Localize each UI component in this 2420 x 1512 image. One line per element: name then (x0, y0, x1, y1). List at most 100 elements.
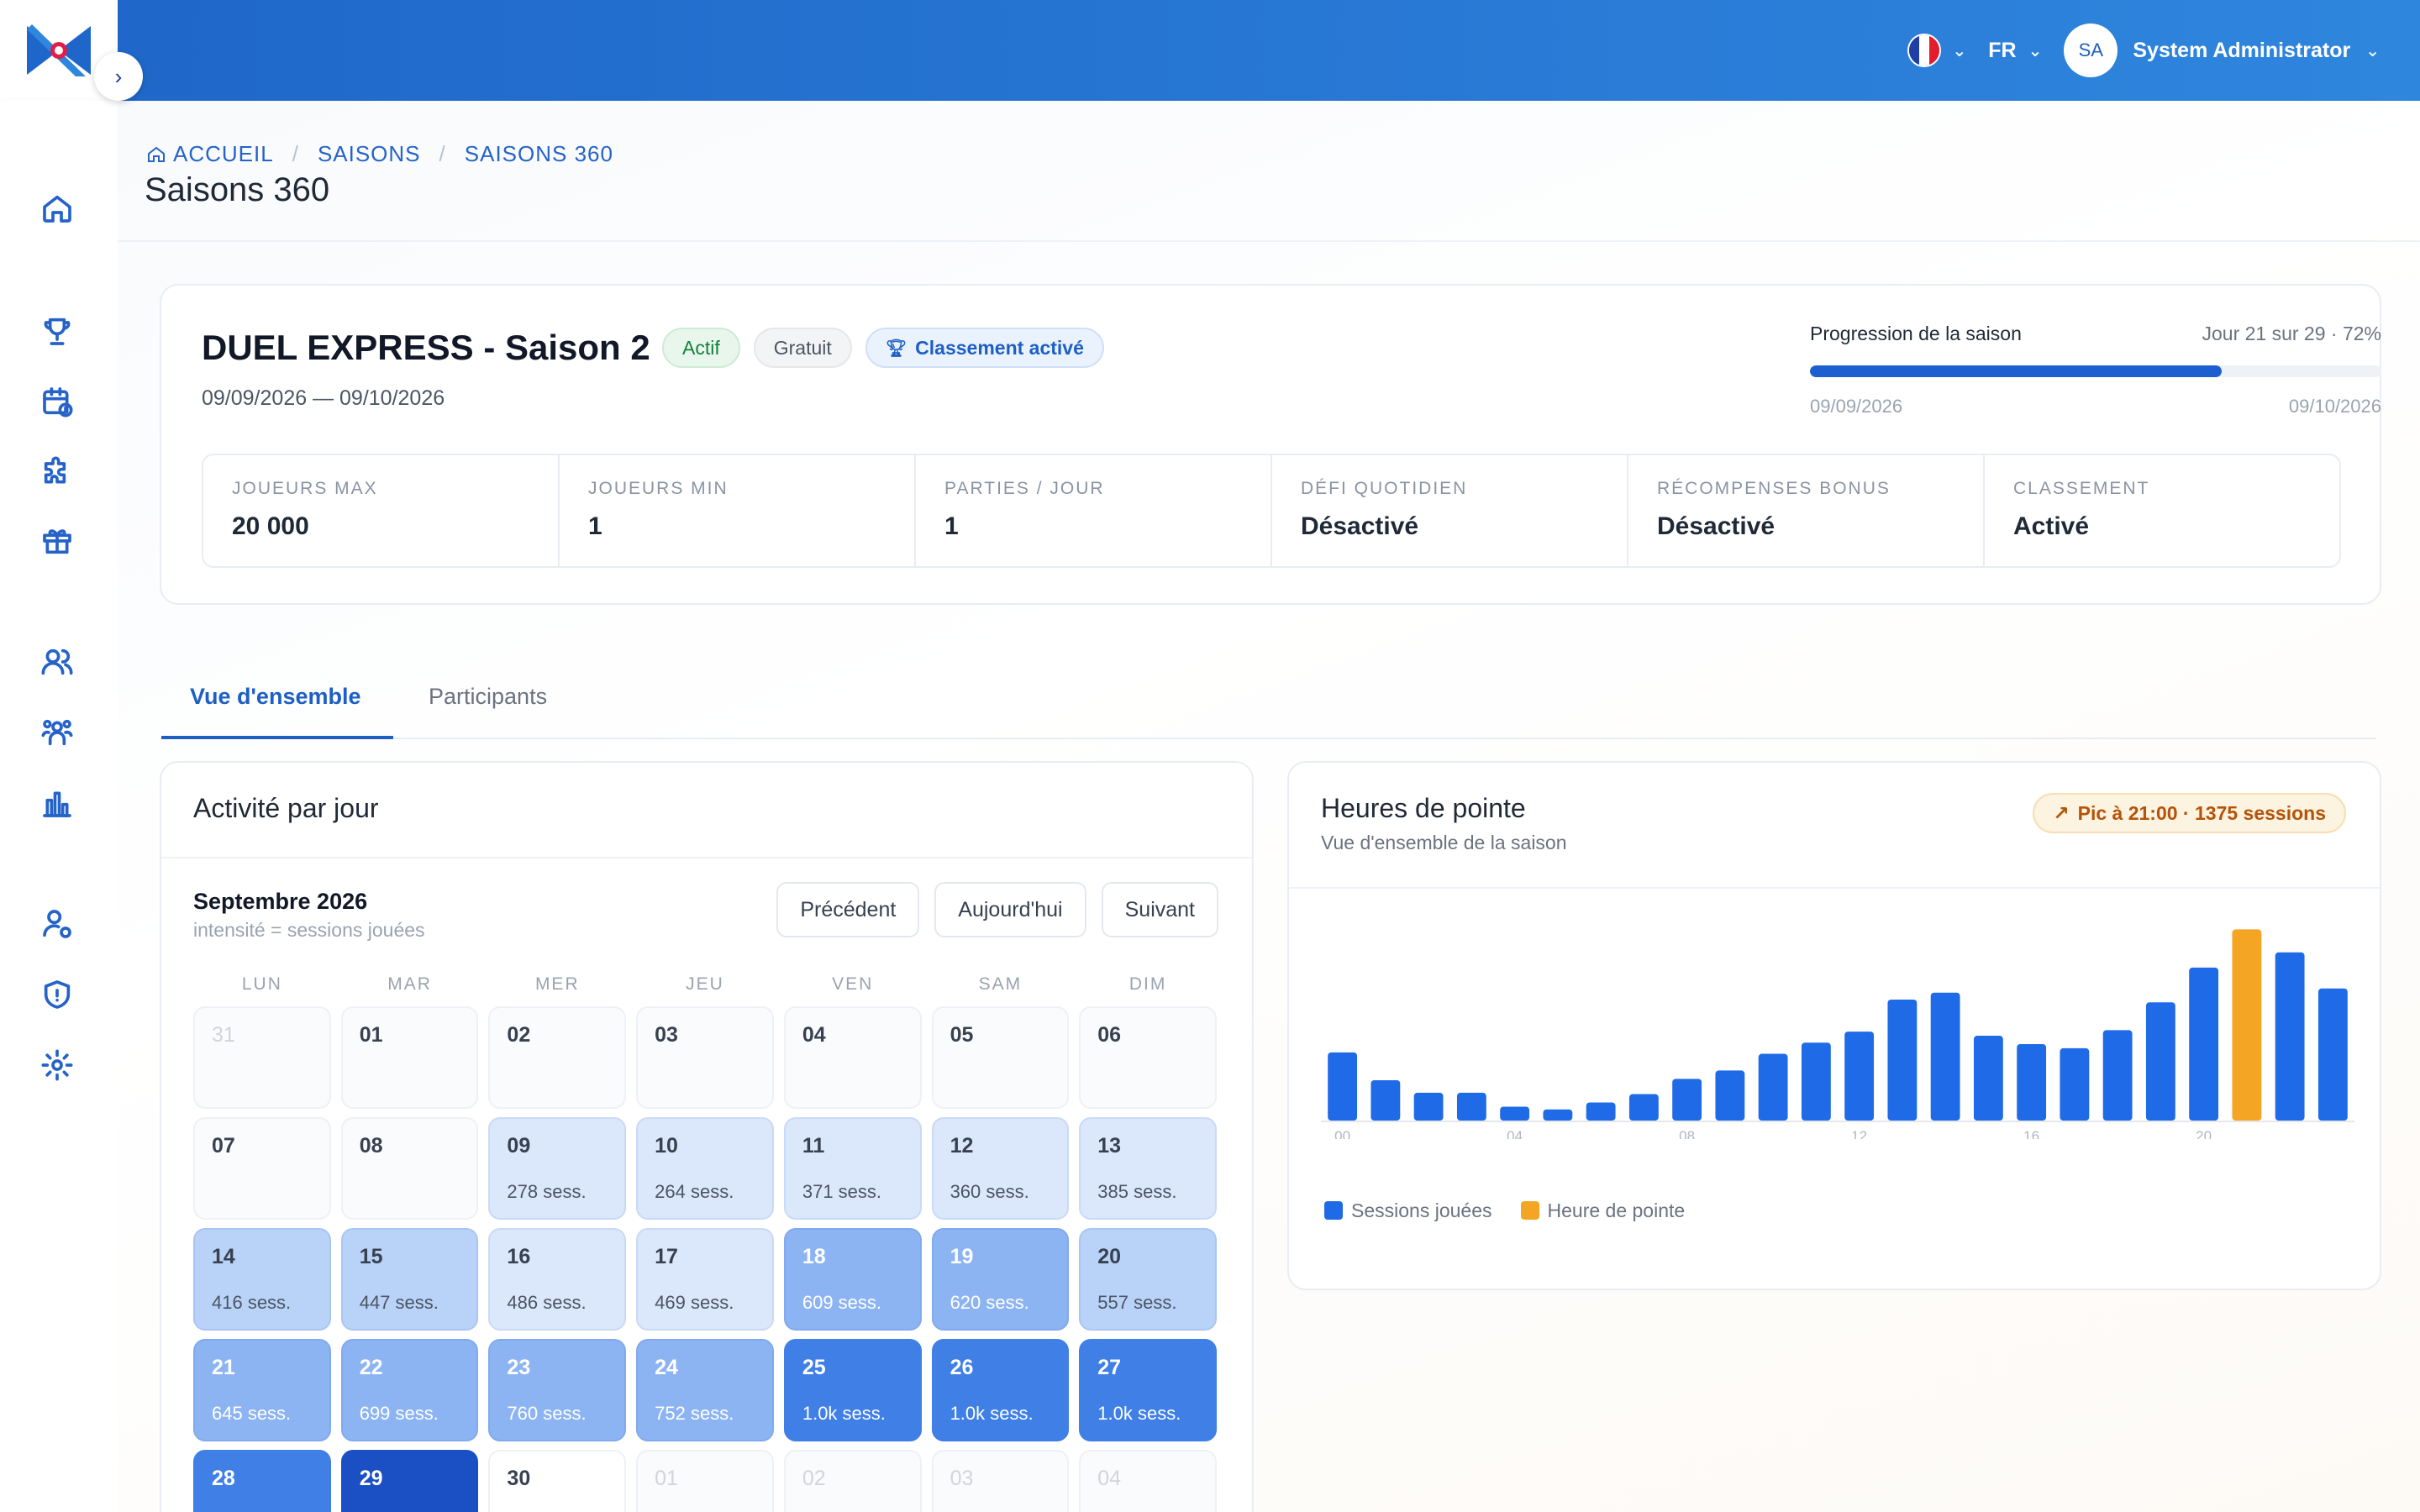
calendar-day[interactable]: 09 278 sess. (488, 1117, 627, 1220)
sidebar-item-security[interactable] (39, 976, 76, 1013)
calendar-month: Septembre 2026 (193, 889, 368, 914)
trophy-icon (44, 318, 71, 345)
calendar-day[interactable]: 17 469 sess. (636, 1228, 774, 1331)
day-number: 18 (802, 1245, 826, 1268)
calendar-day[interactable]: 16 486 sess. (488, 1228, 627, 1331)
weekday-label: MAR (387, 974, 432, 994)
legend-label-sessions: Sessions jouées (1351, 1200, 1492, 1221)
sessions-bar[interactable] (1456, 1092, 1486, 1121)
sidebar-item-trophies[interactable] (39, 312, 76, 349)
price-badge: Gratuit (753, 328, 852, 368)
sessions-bar[interactable] (1413, 1092, 1444, 1121)
sidebar-item-puzzles[interactable] (39, 454, 76, 491)
sessions-bar[interactable] (2060, 1047, 2090, 1121)
sessions-bar[interactable] (1628, 1094, 1659, 1121)
previous-button[interactable]: Précédent (776, 882, 920, 937)
calendar-day[interactable]: 10 264 sess. (636, 1117, 774, 1220)
calendar-day[interactable]: 19 620 sess. (931, 1228, 1070, 1331)
breadcrumb-home[interactable]: ACCUEIL (146, 141, 274, 167)
sessions-bar[interactable] (1844, 1032, 1875, 1121)
stat-item: PARTIES / JOUR 1 (916, 455, 1272, 566)
legend-label-peak: Heure de pointe (1547, 1200, 1686, 1221)
calendar-day[interactable]: 20 557 sess. (1079, 1228, 1217, 1331)
today-button[interactable]: Aujourd'hui (934, 882, 1086, 937)
sessions-bar[interactable] (1930, 992, 1960, 1121)
calendar-day[interactable]: 24 752 sess. (636, 1339, 774, 1441)
calendar-day[interactable]: 01 (340, 1006, 479, 1109)
sessions-bar[interactable] (2102, 1030, 2133, 1121)
calendar-day[interactable]: 15 447 sess. (340, 1228, 479, 1331)
sessions-bar[interactable] (1500, 1106, 1530, 1121)
sidebar-expand-button[interactable]: › (94, 52, 143, 101)
sessions-bar[interactable] (1543, 1109, 1573, 1121)
app-logo[interactable] (0, 0, 118, 101)
day-sessions: 360 sess. (950, 1181, 1029, 1202)
calendar-day[interactable]: 14 416 sess. (193, 1228, 331, 1331)
sidebar-item-calendar[interactable] (39, 383, 76, 420)
sidebar-item-users[interactable] (39, 643, 76, 680)
calendar-day[interactable]: 18 609 sess. (783, 1228, 922, 1331)
sessions-bar[interactable] (1328, 1052, 1358, 1121)
stat-label: JOUEURS MAX (232, 479, 378, 498)
calendar-day[interactable]: 07 (193, 1117, 331, 1220)
sessions-bar[interactable] (2275, 952, 2305, 1121)
next-button[interactable]: Suivant (1101, 882, 1218, 937)
sessions-bar[interactable] (1715, 1070, 1745, 1121)
sessions-bar[interactable] (1758, 1053, 1788, 1121)
day-sessions: 1.0k sess. (1097, 1403, 1181, 1424)
user-menu[interactable]: SA System Administrator ⌄ (2064, 24, 2380, 77)
sessions-bar[interactable] (1887, 1000, 1918, 1121)
calendar-day[interactable]: 13 385 sess. (1079, 1117, 1217, 1220)
peak-hour-bar[interactable] (2232, 929, 2262, 1121)
calendar-day[interactable]: 25 1.0k sess. (783, 1339, 922, 1441)
logo-icon (27, 24, 91, 76)
sessions-bar[interactable] (1586, 1102, 1616, 1121)
breadcrumb-seasons[interactable]: SAISONS (317, 141, 421, 166)
tab-overview[interactable]: Vue d'ensemble (190, 684, 361, 709)
tab-participants[interactable]: Participants (429, 684, 548, 709)
chevron-down-icon: ⌄ (2365, 41, 2380, 60)
x-tick-label: 16 (2023, 1128, 2039, 1139)
sessions-bar[interactable] (2017, 1043, 2047, 1121)
calendar-day[interactable]: 27 1.0k sess. (1079, 1339, 1217, 1441)
sidebar-item-stats[interactable] (39, 785, 76, 822)
calendar-day[interactable]: 08 (340, 1117, 479, 1220)
calendar-day[interactable]: 04 (783, 1006, 922, 1109)
flag-selector[interactable]: ⌄ (1907, 34, 1966, 67)
day-sessions: 469 sess. (655, 1292, 734, 1313)
sessions-bar[interactable] (2317, 988, 2348, 1121)
calendar-day[interactable]: 12 360 sess. (931, 1117, 1070, 1220)
sessions-bar[interactable] (1973, 1036, 2003, 1121)
sidebar-item-home[interactable] (39, 190, 76, 227)
calendar-day[interactable]: 22 699 sess. (340, 1339, 479, 1441)
calendar-day[interactable]: 06 (1079, 1006, 1217, 1109)
sessions-bar[interactable] (2145, 1002, 2175, 1121)
sidebar-item-settings[interactable] (39, 1047, 76, 1084)
sidebar-item-rewards[interactable] (39, 522, 76, 559)
calendar-day[interactable]: 21 645 sess. (193, 1339, 331, 1441)
calendar-day[interactable]: 03 (636, 1006, 774, 1109)
calendar-day[interactable]: 31 (193, 1006, 331, 1109)
calendar-day[interactable]: 11 371 sess. (783, 1117, 922, 1220)
calendar-day[interactable]: 02 (783, 1450, 922, 1512)
sessions-bar[interactable] (2189, 967, 2219, 1121)
calendar-day[interactable]: 04 (1079, 1450, 1217, 1512)
language-selector[interactable]: FR ⌄ (1988, 39, 2042, 63)
stat-item: CLASSEMENT Activé (1985, 455, 2339, 566)
calendar-day[interactable]: 01 (636, 1450, 774, 1512)
calendar-day[interactable]: 28 (193, 1450, 331, 1512)
peak-hours-chart: 00 04 08 12 16 20 (1321, 929, 2354, 1139)
calendar-day[interactable]: 29 (340, 1450, 479, 1512)
sessions-bar[interactable] (1672, 1079, 1702, 1121)
calendar-day[interactable]: 03 (931, 1450, 1070, 1512)
sessions-bar[interactable] (1370, 1080, 1401, 1121)
sessions-bar[interactable] (1801, 1042, 1831, 1121)
sidebar-item-teams[interactable] (39, 714, 76, 751)
calendar-day[interactable]: 02 (488, 1006, 627, 1109)
calendar-day[interactable]: 30 (488, 1450, 627, 1512)
breadcrumb-separator: / (439, 141, 446, 166)
calendar-day[interactable]: 26 1.0k sess. (931, 1339, 1070, 1441)
calendar-day[interactable]: 23 760 sess. (488, 1339, 627, 1441)
calendar-day[interactable]: 05 (931, 1006, 1070, 1109)
sidebar-item-user-settings[interactable] (39, 906, 76, 942)
